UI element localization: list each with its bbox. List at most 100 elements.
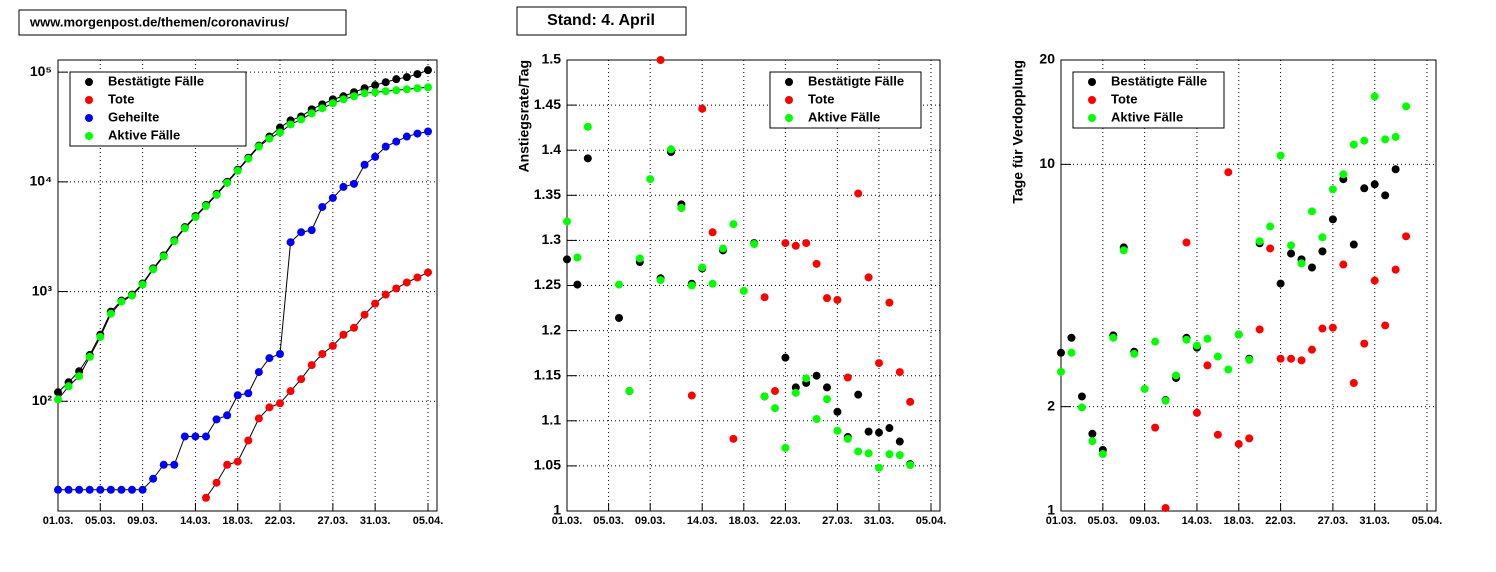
point	[318, 104, 327, 113]
point	[350, 179, 358, 188]
point	[864, 273, 873, 282]
point	[128, 291, 136, 300]
point	[1297, 356, 1306, 365]
y-tick-label: 1.2	[542, 321, 562, 337]
point	[159, 460, 168, 469]
point	[360, 310, 369, 319]
point	[1297, 259, 1306, 268]
point	[360, 89, 369, 98]
x-tick-label: 31.03.	[360, 515, 391, 527]
point	[781, 353, 790, 362]
point	[802, 374, 811, 383]
point	[1213, 430, 1222, 439]
point	[750, 240, 759, 249]
y-tick-label: 1.3	[542, 231, 562, 247]
point	[1255, 237, 1264, 246]
point	[895, 451, 904, 460]
point	[1098, 450, 1107, 459]
point	[687, 391, 696, 400]
point	[402, 73, 411, 82]
point	[563, 217, 571, 226]
point	[1328, 185, 1337, 194]
point	[244, 154, 253, 163]
point	[906, 397, 915, 406]
point	[1224, 365, 1233, 374]
point	[424, 66, 432, 75]
point	[307, 109, 316, 118]
point	[1276, 151, 1285, 160]
legend-marker	[85, 78, 93, 86]
point	[297, 375, 306, 384]
point	[381, 87, 390, 96]
y-tick-label: 10³	[32, 282, 53, 298]
y-tick-label: 1	[1047, 502, 1055, 518]
point	[1213, 352, 1222, 361]
point	[802, 239, 811, 248]
point	[202, 201, 210, 210]
y-tick-label: 1.35	[534, 186, 561, 202]
point	[1339, 260, 1348, 269]
point	[1276, 279, 1285, 288]
point	[1182, 335, 1191, 344]
y-tick-label: 1.45	[534, 96, 561, 112]
point	[1088, 429, 1097, 438]
point	[656, 276, 665, 285]
point	[1266, 244, 1275, 253]
point	[318, 349, 327, 358]
plot-frame	[57, 59, 438, 512]
point	[149, 265, 158, 274]
point	[1151, 337, 1160, 346]
point	[233, 391, 242, 400]
x-tick-label: 05.03.	[1088, 515, 1119, 527]
x-tick-label: 14.03.	[180, 515, 211, 527]
point	[1130, 349, 1139, 358]
x-tick-label: 18.03.	[1223, 515, 1254, 527]
point	[1077, 403, 1086, 412]
point	[170, 237, 179, 246]
point	[254, 414, 263, 423]
point	[1161, 396, 1170, 405]
x-tick-label: 05.04.	[413, 515, 444, 527]
point	[635, 254, 644, 263]
point	[781, 443, 790, 452]
point	[1318, 233, 1327, 242]
point	[276, 399, 284, 408]
point	[339, 182, 348, 191]
point	[350, 92, 358, 101]
point	[276, 349, 284, 358]
legend-marker	[1088, 96, 1096, 104]
point	[1349, 140, 1358, 149]
point	[223, 411, 232, 420]
x-tick-label: 22.03.	[1265, 515, 1296, 527]
legend-marker	[785, 114, 793, 122]
point	[85, 485, 94, 494]
point	[1151, 423, 1160, 432]
x-tick-label: 09.03.	[635, 515, 666, 527]
point	[573, 253, 582, 262]
point	[833, 426, 842, 435]
point	[615, 313, 623, 322]
legend-marker	[785, 96, 793, 104]
y-axis-title: Tage für Verdopplung	[1010, 60, 1026, 204]
y-tick-label: 1.5	[542, 51, 562, 67]
y-tick-label: 1.15	[534, 366, 561, 382]
point	[381, 78, 390, 87]
point	[812, 259, 821, 268]
point	[1402, 102, 1411, 111]
point	[392, 284, 401, 293]
point	[96, 485, 105, 494]
point	[191, 213, 200, 222]
point	[402, 85, 411, 94]
point	[729, 434, 738, 443]
point	[106, 485, 115, 494]
point	[371, 81, 380, 90]
point	[1370, 276, 1379, 285]
point	[864, 449, 873, 458]
point	[823, 395, 831, 404]
y-tick-label: 10²	[32, 392, 53, 408]
point	[328, 99, 337, 108]
source-box	[18, 9, 347, 36]
point	[864, 427, 873, 436]
point	[1192, 341, 1201, 350]
point	[402, 278, 411, 287]
